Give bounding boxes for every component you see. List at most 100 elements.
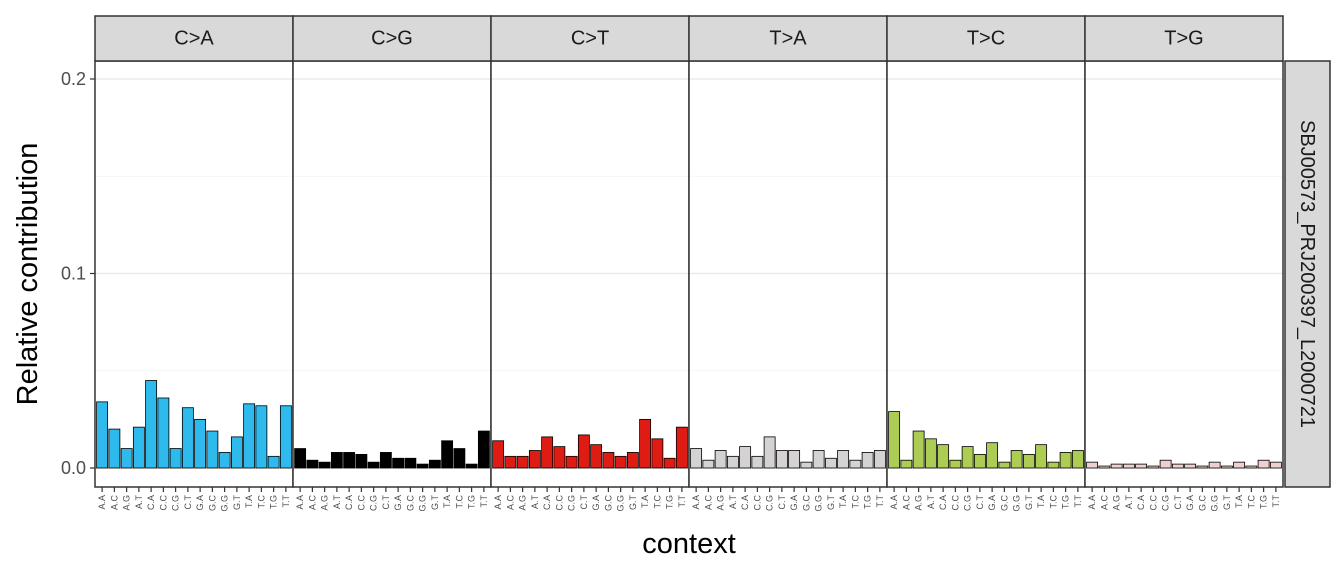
x-tick-label: A.G <box>122 495 132 511</box>
x-tick-label: G.T <box>430 494 440 510</box>
x-tick-label: G.G <box>616 495 626 512</box>
bar-TtoA-A.T <box>726 455 739 469</box>
bar-TtoG-T.T <box>1269 461 1282 469</box>
x-tick-label: T.T <box>479 494 489 507</box>
x-tick-label: T.A <box>640 495 650 508</box>
bar-CtoA-C.A <box>145 380 158 469</box>
x-tick-label: G.A <box>195 495 205 511</box>
bar-CtoA-A.T <box>132 426 145 469</box>
bar-TtoA-G.T <box>824 457 837 469</box>
panel-CtoT <box>490 60 690 488</box>
x-tick-label: G.A <box>591 495 601 511</box>
bar-CtoA-T.C <box>255 405 268 469</box>
bar-TtoG-G.C <box>1196 465 1209 469</box>
x-tick-label: C.C <box>158 495 168 511</box>
x-tick-label: C.C <box>752 495 762 511</box>
x-tick-label: C.C <box>950 495 960 511</box>
bar-TtoA-C.A <box>739 446 752 469</box>
panel-TtoA <box>688 60 888 488</box>
x-tick-label: C.A <box>146 495 156 510</box>
x-tick-label: T.A <box>1036 495 1046 508</box>
bar-TtoC-C.T <box>973 453 986 469</box>
facet-label: T>C <box>967 28 1005 50</box>
x-tick-label: G.G <box>1012 495 1022 512</box>
bar-CtoA-G.T <box>230 436 243 469</box>
bar-CtoA-G.C <box>206 430 219 469</box>
x-tick-label: G.C <box>801 495 811 512</box>
bar-TtoG-C.G <box>1159 459 1172 469</box>
x-tick-label: G.T <box>628 494 638 510</box>
bar-CtoG-A.A <box>294 448 307 469</box>
bar-CtoA-G.G <box>218 452 231 469</box>
x-tick-label: G.C <box>405 495 415 512</box>
sample-label: SBJ00573_PRJ200397_L2000721 <box>1296 120 1318 428</box>
bar-CtoT-T.C <box>651 438 664 469</box>
bar-TtoG-G.G <box>1208 461 1221 469</box>
bar-CtoT-A.T <box>528 450 541 469</box>
x-tick-label: A.T <box>728 495 738 510</box>
bar-CtoG-C.T <box>379 452 392 469</box>
bar-TtoC-A.C <box>900 459 913 469</box>
facet-label: C>G <box>371 28 413 50</box>
bar-CtoA-T.T <box>279 405 292 469</box>
x-tick-label: A.C <box>307 495 317 511</box>
bar-TtoA-A.G <box>714 450 727 469</box>
x-tick-label: T.C <box>1246 494 1256 508</box>
bar-TtoA-C.C <box>751 455 764 469</box>
bar-TtoC-T.C <box>1047 461 1060 469</box>
x-tick-label: T.C <box>1048 494 1058 508</box>
x-tick-label: T.C <box>454 494 464 508</box>
bar-TtoG-G.T <box>1220 465 1233 469</box>
bar-CtoG-C.C <box>355 453 368 469</box>
bar-CtoG-G.C <box>404 457 417 469</box>
x-tick-label: C.A <box>740 495 750 510</box>
x-tick-label: C.T <box>777 495 787 510</box>
bar-TtoA-T.C <box>849 459 862 469</box>
x-tick-label: C.T <box>381 495 391 510</box>
x-tick-label: G.C <box>1197 495 1207 512</box>
y-tick-label: 0.2 <box>61 69 86 89</box>
bar-TtoG-T.A <box>1233 461 1246 469</box>
bar-TtoC-T.A <box>1035 444 1048 469</box>
panels-layer <box>94 60 1284 488</box>
x-tick-label: G.T <box>232 494 242 510</box>
bar-CtoA-C.C <box>157 397 170 469</box>
bar-TtoG-A.G <box>1110 463 1123 469</box>
facet-strip <box>292 15 492 62</box>
facet-label: C>A <box>174 28 214 50</box>
x-tick-label: T.A <box>244 495 254 508</box>
bar-CtoG-G.G <box>416 463 429 469</box>
bar-TtoC-G.T <box>1022 453 1035 469</box>
x-tick-label: C.A <box>938 495 948 510</box>
bar-CtoG-G.T <box>428 459 441 469</box>
bar-TtoC-G.G <box>1010 450 1023 469</box>
x-tick-label: G.C <box>207 495 217 512</box>
sample-strip-box <box>1284 60 1331 488</box>
bar-CtoA-G.A <box>194 418 207 469</box>
bar-CtoA-A.G <box>120 448 133 469</box>
bar-CtoT-G.A <box>590 444 603 469</box>
bar-TtoA-C.G <box>763 436 776 469</box>
x-tick-label: G.A <box>987 495 997 511</box>
bar-TtoC-T.T <box>1071 450 1084 469</box>
x-tick-label: C.C <box>356 495 366 511</box>
x-tick-label: G.A <box>393 495 403 511</box>
bar-TtoG-C.C <box>1147 465 1160 469</box>
bar-CtoT-G.T <box>626 452 639 469</box>
bar-CtoG-G.A <box>392 457 405 469</box>
x-tick-label: G.A <box>1185 495 1195 511</box>
x-tick-label: C.G <box>1161 495 1171 511</box>
bar-TtoC-A.G <box>912 430 925 469</box>
x-tick-label: A.G <box>1112 495 1122 511</box>
x-tick-label: A.A <box>889 495 899 510</box>
bar-CtoA-A.A <box>96 401 109 469</box>
bar-CtoA-T.A <box>243 403 256 469</box>
bar-TtoG-C.T <box>1171 463 1184 469</box>
x-tick-label: A.A <box>97 495 107 510</box>
bar-CtoT-G.G <box>614 455 627 469</box>
x-tick-label: G.C <box>603 495 613 512</box>
bar-CtoT-A.C <box>504 455 517 469</box>
bar-CtoT-C.T <box>577 434 590 469</box>
x-tick-label: T.T <box>677 494 687 507</box>
x-tick-label: C.G <box>171 495 181 511</box>
